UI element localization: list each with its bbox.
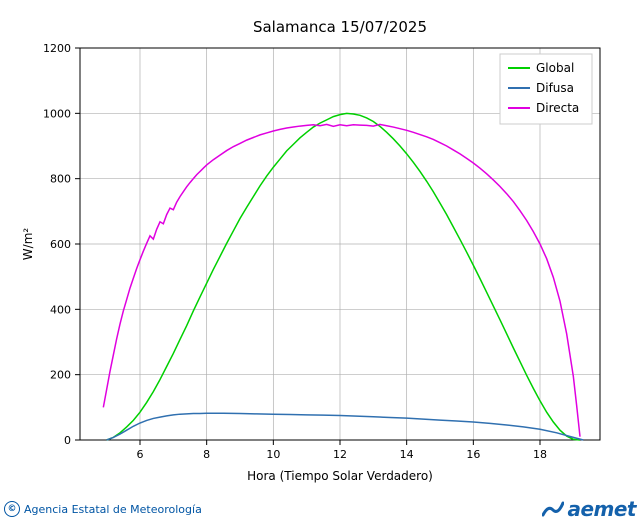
- y-axis-label: W/m²: [21, 228, 35, 261]
- legend-item-difusa: Difusa: [536, 81, 574, 95]
- footer: © Agencia Estatal de Meteorología aemet: [4, 497, 636, 521]
- svg-text:200: 200: [50, 369, 71, 382]
- chart-title: Salamanca 15/07/2025: [253, 18, 427, 36]
- legend-item-directa: Directa: [536, 101, 579, 115]
- copyright-text: Agencia Estatal de Meteorología: [24, 503, 202, 516]
- copyright: © Agencia Estatal de Meteorología: [4, 501, 202, 517]
- svg-text:14: 14: [400, 448, 414, 461]
- svg-text:1200: 1200: [43, 42, 71, 55]
- svg-text:800: 800: [50, 173, 71, 186]
- aemet-logo-icon: [542, 500, 564, 518]
- svg-text:10: 10: [266, 448, 280, 461]
- copyright-icon: ©: [4, 501, 20, 517]
- svg-text:12: 12: [333, 448, 347, 461]
- svg-text:16: 16: [466, 448, 480, 461]
- svg-text:600: 600: [50, 238, 71, 251]
- x-axis-label: Hora (Tiempo Solar Verdadero): [247, 469, 433, 483]
- legend-item-global: Global: [536, 61, 574, 75]
- svg-text:400: 400: [50, 303, 71, 316]
- svg-text:8: 8: [203, 448, 210, 461]
- svg-text:6: 6: [137, 448, 144, 461]
- aemet-logo-text: aemet: [567, 497, 636, 521]
- aemet-logo: aemet: [542, 497, 636, 521]
- radiation-chart: 6 8 10 12 14 16 18 0 200 400 600 800 1000 1200 Salaman…: [0, 0, 640, 500]
- svg-text:0: 0: [64, 434, 71, 447]
- svg-text:18: 18: [533, 448, 547, 461]
- svg-text:1000: 1000: [43, 107, 71, 120]
